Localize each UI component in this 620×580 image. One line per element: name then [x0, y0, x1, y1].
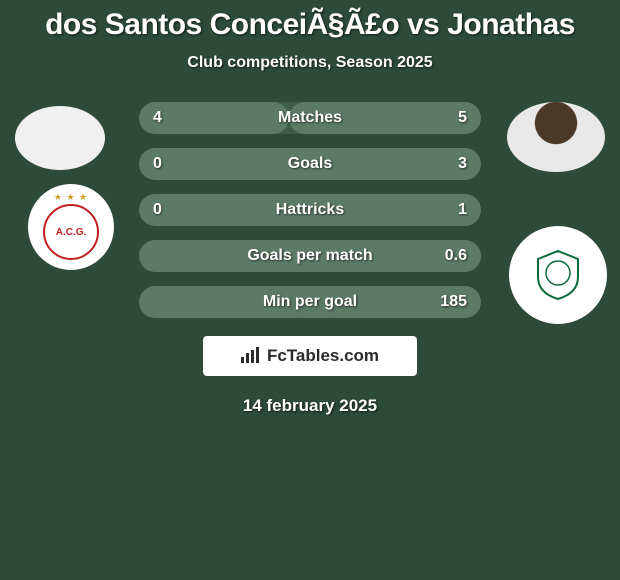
stat-value-right: 185	[440, 293, 467, 311]
club-logo-left-text: A.C.G.	[43, 204, 100, 261]
content: ★ ★ ★ A.C.G. 4Matches5 0Goals3 0Hattricks1…	[0, 102, 620, 416]
player-photo-left	[15, 106, 105, 170]
brand-badge[interactable]: FcTables.com	[203, 336, 417, 376]
chart-icon	[241, 347, 261, 366]
date-label: 14 february 2025	[10, 396, 610, 416]
page-subtitle: Club competitions, Season 2025	[0, 54, 620, 72]
comparison-widget: dos Santos ConceiÃ§Ã£o vs Jonathas Club …	[0, 0, 620, 580]
stat-label: Min per goal	[139, 293, 481, 311]
stat-label: Hattricks	[139, 201, 481, 219]
club-logo-left: ★ ★ ★ A.C.G.	[28, 184, 114, 270]
stat-value-right: 0.6	[445, 247, 467, 265]
stat-label: Matches	[139, 109, 481, 127]
player-photo-right	[507, 102, 605, 172]
shield-icon	[530, 247, 586, 303]
stat-row: 4Matches5	[139, 102, 481, 134]
page-title: dos Santos ConceiÃ§Ã£o vs Jonathas	[0, 8, 620, 42]
stat-row: 0Hattricks1	[139, 194, 481, 226]
stat-label: Goals per match	[139, 247, 481, 265]
stat-value-right: 3	[458, 155, 467, 173]
brand-text: FcTables.com	[267, 346, 379, 366]
stat-row: 0Goals3	[139, 148, 481, 180]
stat-row: Goals per match0.6	[139, 240, 481, 272]
stat-row: Min per goal185	[139, 286, 481, 318]
stat-value-right: 1	[458, 201, 467, 219]
club-logo-right	[509, 226, 607, 324]
stat-value-right: 5	[458, 109, 467, 127]
header: dos Santos ConceiÃ§Ã£o vs Jonathas Club …	[0, 0, 620, 72]
stat-label: Goals	[139, 155, 481, 173]
stars-icon: ★ ★ ★	[54, 192, 88, 203]
stat-bars: 4Matches5 0Goals3 0Hattricks1 Goals per mat…	[139, 102, 481, 318]
